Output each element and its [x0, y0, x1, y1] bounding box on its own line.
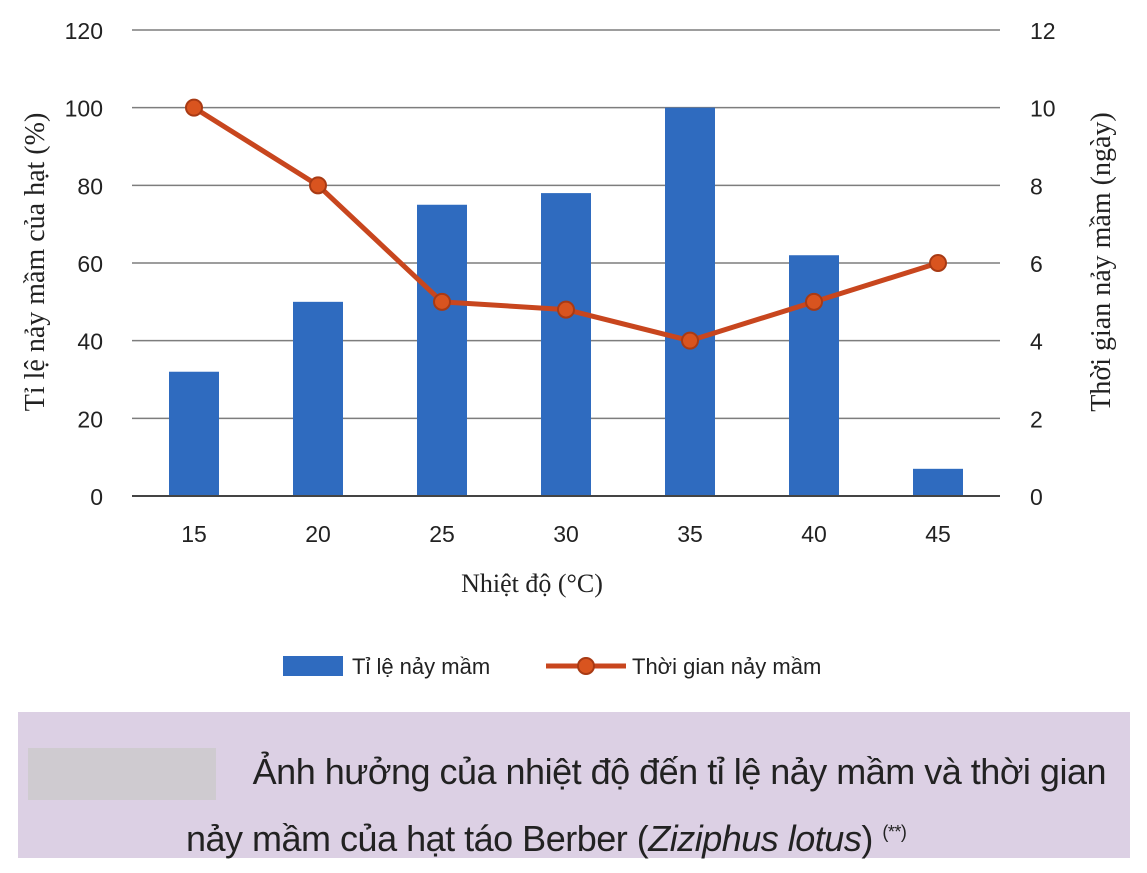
y-right-tick-label: 0 — [1030, 484, 1043, 510]
caption-line-2: nảy mầm của hạt táo Berber (Ziziphus lot… — [186, 802, 1116, 869]
line-point — [309, 176, 327, 195]
caption-text: Ảnh hưởng của nhiệt độ đến tỉ lệ nảy mầm… — [186, 742, 1116, 869]
caption-line-1: Ảnh hưởng của nhiệt độ đến tỉ lệ nảy mầm… — [252, 751, 1107, 792]
y-axis-left-label: Tỉ lệ nảy mầm của hạt (%) — [20, 113, 51, 412]
bar — [789, 255, 839, 496]
line-point — [805, 292, 823, 311]
x-tick-label: 30 — [553, 521, 579, 547]
line-point — [433, 292, 451, 311]
y-right-tick-label: 4 — [1030, 329, 1043, 355]
chart: 0 20 40 60 80 100 120 0 2 4 6 8 10 12 15 20 25 30 35 40 45 N… — [20, 18, 1117, 679]
legend-bar-swatch — [283, 656, 343, 676]
bar-series — [169, 107, 963, 497]
x-tick-label: 15 — [181, 521, 207, 547]
legend-bar-label: Tỉ lệ nảy mầm — [352, 654, 490, 679]
line-point — [929, 254, 947, 272]
bar — [913, 468, 963, 496]
line-point — [681, 331, 699, 350]
y-right-tick-label: 12 — [1030, 18, 1056, 44]
x-tick-label: 25 — [429, 521, 455, 547]
bar — [665, 107, 715, 497]
caption-species-name: Ziziphus lotus — [648, 818, 862, 859]
caption-line-2-start: nảy mầm của hạt táo Berber ( — [186, 818, 649, 859]
x-axis-label: Nhiệt độ (°C) — [461, 569, 603, 598]
line-point — [557, 300, 575, 319]
figure-caption: Ảnh hưởng của nhiệt độ đến tỉ lệ nảy mầm… — [18, 712, 1130, 859]
y-right-tick-label: 8 — [1030, 173, 1043, 199]
legend-line-label: Thời gian nảy mầm — [632, 654, 821, 679]
caption-line-2-end: ) — [861, 818, 873, 859]
caption-footnote-mark: (**) — [882, 822, 907, 842]
y-right-tick-label: 10 — [1030, 96, 1056, 122]
y-right-tick-label: 2 — [1030, 406, 1043, 432]
legend-line-marker — [577, 657, 595, 675]
x-tick-label: 40 — [801, 521, 827, 547]
legend: Tỉ lệ nảy mầm Thời gian nảy mầm — [283, 654, 821, 679]
x-tick-label: 35 — [677, 521, 703, 547]
y-left-tick-label: 40 — [77, 329, 103, 355]
line-point — [185, 98, 203, 117]
y-right-tick-label: 6 — [1030, 251, 1043, 277]
y-left-tick-label: 60 — [77, 251, 103, 277]
x-tick-label: 20 — [305, 521, 331, 547]
bar — [169, 371, 219, 496]
y-left-tick-label: 120 — [65, 18, 103, 44]
y-left-tick-label: 20 — [77, 406, 103, 432]
y-left-tick-label: 0 — [90, 484, 103, 510]
caption-redaction-box — [28, 748, 216, 800]
y-left-tick-label: 80 — [77, 173, 103, 199]
bar — [541, 193, 591, 496]
x-tick-label: 45 — [925, 521, 951, 547]
bar — [293, 301, 343, 496]
axes: 0 20 40 60 80 100 120 0 2 4 6 8 10 12 15 20 25 30 35 40 45 — [65, 18, 1056, 547]
y-axis-right-label: Thời gian nảy mầm (ngày) — [1086, 112, 1117, 411]
line-series — [185, 98, 947, 350]
y-left-tick-label: 100 — [65, 96, 103, 122]
bar — [417, 204, 467, 496]
